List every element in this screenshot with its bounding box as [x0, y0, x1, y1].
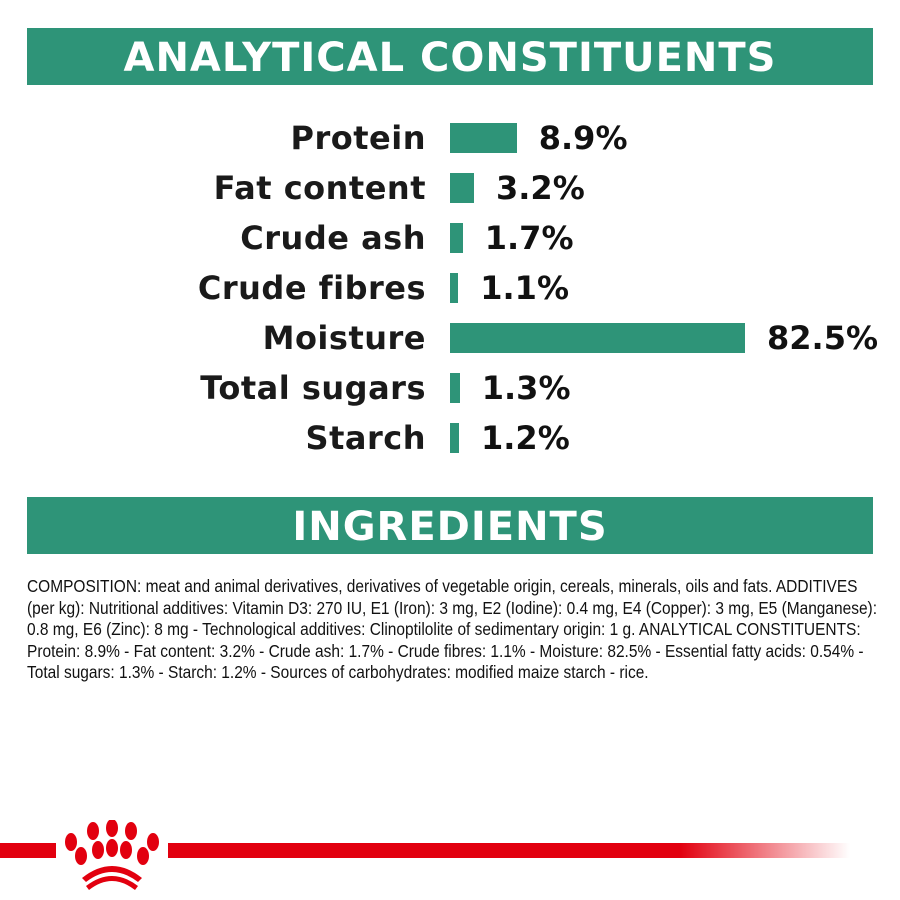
- composition-text: COMPOSITION: meat and animal derivatives…: [27, 576, 878, 682]
- chart-row: Protein 8.9%: [0, 113, 900, 163]
- royal-canin-crown-logo: [56, 820, 168, 890]
- chart-row: Fat content 3.2%: [0, 163, 900, 213]
- category-label: Crude fibres: [197, 269, 426, 307]
- footer-red-line: [0, 843, 850, 858]
- bar: [450, 223, 463, 253]
- bar: [450, 423, 459, 453]
- analytical-constituents-header: ANALYTICAL CONSTITUENTS: [27, 28, 873, 85]
- bar: [450, 173, 474, 203]
- chart-row: Crude fibres 1.1%: [0, 263, 900, 313]
- category-label: Crude ash: [240, 219, 426, 257]
- chart-row: Crude ash 1.7%: [0, 213, 900, 263]
- bar: [450, 123, 517, 153]
- value-label: 1.7%: [484, 219, 574, 257]
- chart-row: Starch 1.2%: [0, 413, 900, 463]
- chart-row: Moisture 82.5%: [0, 313, 900, 363]
- bar: [450, 273, 459, 303]
- bar: [450, 323, 745, 353]
- category-label: Fat content: [213, 169, 426, 207]
- value-label: 1.2%: [481, 419, 570, 457]
- category-label: Starch: [305, 419, 426, 457]
- category-label: Moisture: [262, 319, 426, 357]
- value-label: 1.1%: [480, 269, 569, 307]
- ingredients-header: INGREDIENTS: [27, 497, 873, 554]
- value-label: 3.2%: [496, 169, 585, 207]
- category-label: Total sugars: [200, 369, 426, 407]
- value-label: 82.5%: [767, 319, 879, 357]
- chart-row: Total sugars 1.3%: [0, 363, 900, 413]
- category-label: Protein: [290, 119, 426, 157]
- value-label: 8.9%: [538, 119, 628, 157]
- value-label: 1.3%: [481, 369, 571, 407]
- bar: [450, 373, 460, 403]
